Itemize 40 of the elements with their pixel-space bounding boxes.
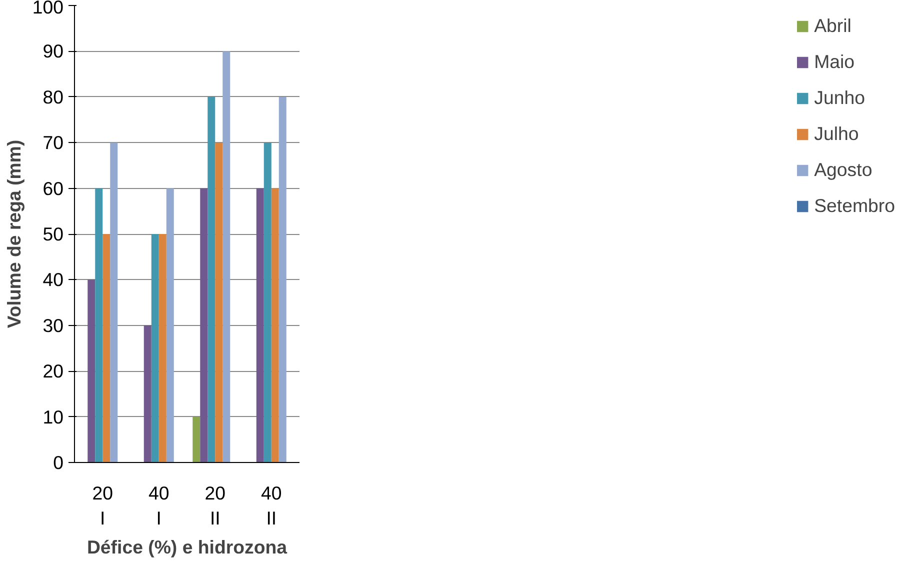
- bar: [166, 188, 174, 462]
- y-tick-label: 40: [42, 269, 64, 290]
- bar: [110, 142, 118, 462]
- y-tick-label: 10: [42, 406, 64, 428]
- y-tick-label: 100: [32, 0, 64, 18]
- legend-label: Junho: [814, 87, 865, 109]
- x-tick-label: 20 I: [92, 482, 114, 529]
- y-tick-label: 90: [42, 40, 64, 62]
- legend-label: Setembro: [814, 195, 895, 217]
- y-tick-label: 20: [42, 360, 64, 382]
- legend-label: Abril: [814, 15, 852, 37]
- bar: [95, 188, 103, 462]
- bar: [208, 96, 216, 462]
- y-tick-label: 70: [42, 132, 64, 154]
- bar: [215, 142, 223, 462]
- y-tick-label: 0: [53, 452, 64, 473]
- x-axis-title: Défice (%) e hidrozona: [86, 536, 288, 558]
- x-tick-label: 40 I: [148, 482, 170, 529]
- bar: [192, 416, 200, 462]
- legend-label: Maio: [814, 51, 855, 73]
- y-tick-label: 80: [42, 86, 64, 108]
- bar: [264, 142, 272, 462]
- bar: [256, 188, 264, 462]
- y-tick-label: 50: [42, 224, 64, 244]
- legend-label: Julho: [814, 123, 859, 145]
- bar: [278, 96, 286, 462]
- bar: [102, 234, 110, 462]
- bar: [88, 280, 96, 462]
- bar: [200, 188, 208, 462]
- bar: [144, 325, 152, 462]
- bar: [271, 188, 279, 462]
- y-tick-label: 60: [42, 178, 64, 199]
- bar: [158, 234, 166, 462]
- legend-label: Agosto: [814, 159, 872, 181]
- y-axis-title: Volume de rega (mm): [3, 140, 24, 328]
- x-tick-label: 40 II: [261, 482, 282, 529]
- x-tick-label: 20 II: [204, 482, 226, 529]
- y-tick-label: 30: [42, 314, 64, 336]
- bar: [151, 234, 159, 462]
- bar: [222, 51, 230, 462]
